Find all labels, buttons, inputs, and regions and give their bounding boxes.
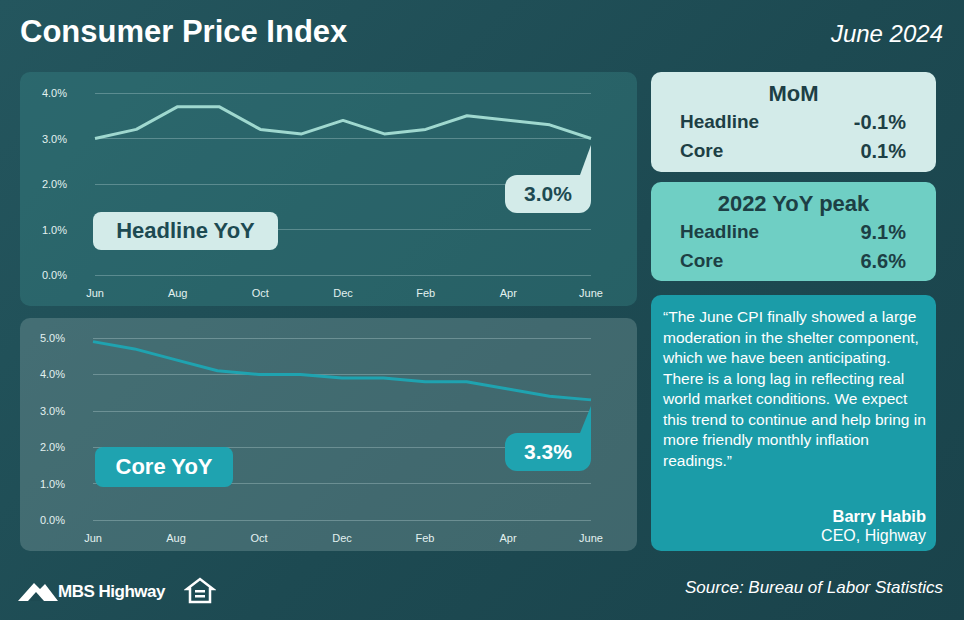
html-text:Headline YoY: Headline YoY	[116, 218, 255, 243]
html-text:MBS Highway: MBS Highway	[58, 582, 165, 601]
html-text:Consumer Price Index: Consumer Price Index	[20, 14, 348, 49]
svg-text:4.0%: 4.0%	[40, 368, 65, 380]
svg-text:Aug: Aug	[168, 287, 188, 299]
svg-text:Feb: Feb	[416, 287, 435, 299]
svg-text:Oct: Oct	[252, 287, 269, 299]
svg-text:1.0%: 1.0%	[42, 224, 67, 236]
svg-text:June: June	[579, 287, 603, 299]
svg-text:Jun: Jun	[86, 287, 104, 299]
svg-text:Dec: Dec	[332, 532, 352, 544]
svg-text:0.0%: 0.0%	[40, 514, 65, 526]
html-text:June 2024: June 2024	[830, 20, 943, 47]
html-text:6.6%: 6.6%	[860, 250, 906, 272]
html-text:Core: Core	[680, 140, 724, 161]
svg-text:June: June	[579, 532, 603, 544]
svg-text:5.0%: 5.0%	[40, 332, 65, 344]
svg-text:3.0%: 3.0%	[42, 133, 67, 145]
svg-text:4.0%: 4.0%	[42, 87, 67, 99]
html-text:3.0%: 3.0%	[524, 181, 572, 205]
html-text:-0.1%: -0.1%	[853, 111, 906, 133]
html-text:Barry Habib: Barry Habib	[832, 507, 926, 525]
svg-text:2.0%: 2.0%	[40, 441, 65, 453]
svg-text:Aug: Aug	[166, 532, 186, 544]
html-text:9.1%: 9.1%	[860, 221, 906, 243]
svg-text:Dec: Dec	[333, 287, 353, 299]
html-text:Headline: Headline	[680, 221, 760, 242]
svg-text:Jun: Jun	[84, 532, 102, 544]
svg-text:Apr: Apr	[500, 287, 517, 299]
svg-text:2.0%: 2.0%	[42, 178, 67, 190]
svg-text:Feb: Feb	[416, 532, 435, 544]
svg-text:Apr: Apr	[499, 532, 516, 544]
html-text:0.1%: 0.1%	[860, 140, 906, 162]
html-text:Source: Bureau of Labor Statis: Source: Bureau of Labor Statistics	[685, 578, 943, 597]
html-text:MoM: MoM	[768, 81, 819, 106]
html-text:Headline: Headline	[680, 111, 760, 132]
html-text:3.3%: 3.3%	[524, 439, 572, 463]
html-text:Core YoY: Core YoY	[115, 454, 213, 479]
svg-text:0.0%: 0.0%	[42, 269, 67, 281]
svg-text:3.0%: 3.0%	[40, 405, 65, 417]
svg-text:Oct: Oct	[250, 532, 267, 544]
html-text:2022 YoY peak: 2022 YoY peak	[717, 191, 870, 216]
html-text:“The June CPI finally showed a: “The June CPI finally showed a large mod…	[663, 308, 926, 469]
html-text:CEO, Highway: CEO, Highway	[821, 527, 926, 544]
svg-text:1.0%: 1.0%	[40, 478, 65, 490]
html-text:Core: Core	[680, 250, 724, 271]
